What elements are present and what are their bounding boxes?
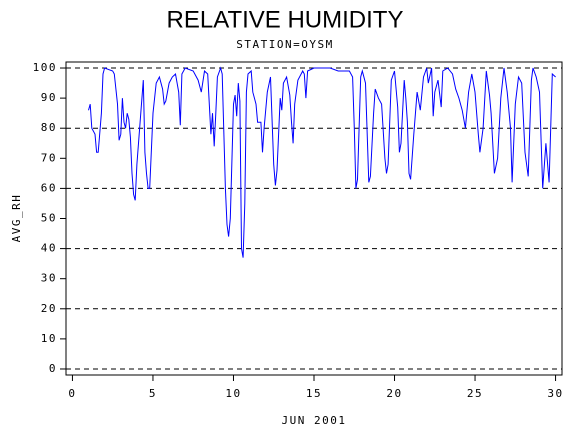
x-tick-label: 0 (68, 387, 76, 400)
x-tick-label: 30 (547, 387, 563, 400)
y-tick-label: 40 (41, 242, 57, 255)
y-tick-label: 60 (41, 181, 57, 194)
y-tick-label: 50 (41, 212, 57, 225)
x-tick-label: 15 (306, 387, 322, 400)
chart-title: RELATIVE HUMIDITY (167, 6, 404, 33)
x-tick-label: 10 (225, 387, 241, 400)
plot-frame (65, 61, 563, 376)
x-tick-label: 25 (467, 387, 483, 400)
x-tick-label: 5 (149, 387, 157, 400)
chart-subtitle: STATION=OYSM (236, 38, 333, 51)
y-tick-label: 90 (41, 91, 57, 104)
y-tick-label: 10 (41, 332, 57, 345)
y-tick-label: 30 (41, 272, 57, 285)
humidity-line (88, 66, 556, 258)
y-tick-label: 80 (41, 121, 57, 134)
y-tick-label: 70 (41, 151, 57, 164)
y-tick-label: 100 (33, 61, 57, 74)
x-axis-label: JUN 2001 (282, 414, 347, 427)
y-axis-label: AVG_RH (10, 194, 23, 243)
y-tick-label: 0 (49, 362, 57, 375)
y-tick-label: 20 (41, 302, 57, 315)
x-tick-label: 20 (386, 387, 402, 400)
